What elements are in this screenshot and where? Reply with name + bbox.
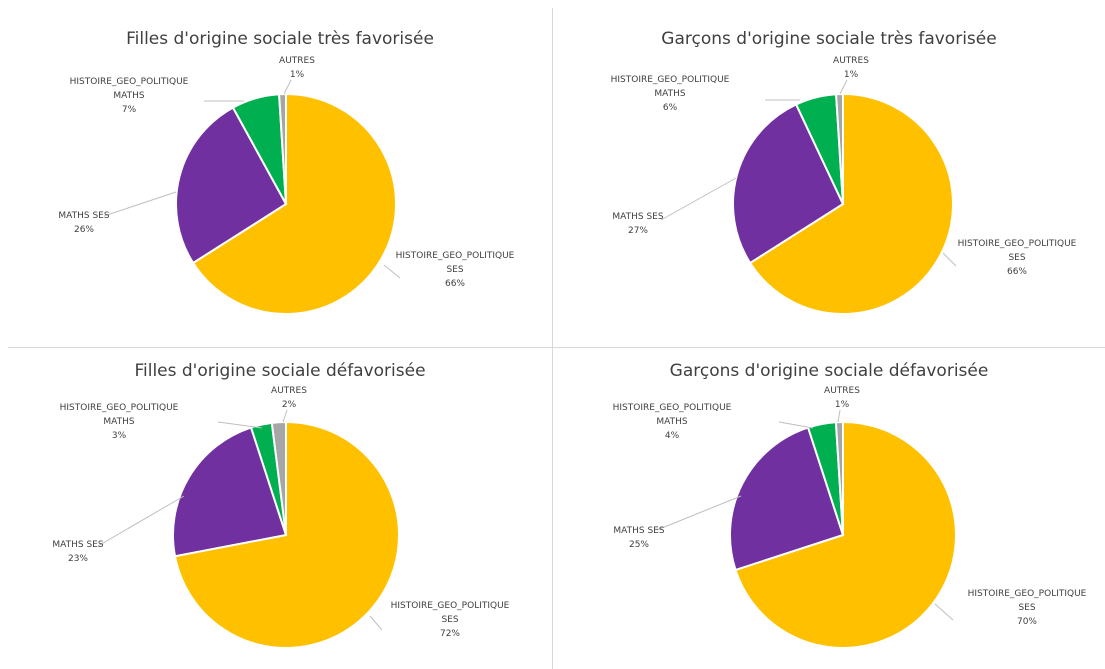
data-label-value-histoire-geo-ses: 66% [445,279,465,289]
data-label-category-maths-ses: MATHS SES [613,526,664,536]
data-label-category-maths-ses: MATHS SES [58,211,109,221]
data-label-value-autres: 1% [290,70,305,80]
leader-line-maths-ses [656,495,742,531]
data-label-category-autres: AUTRES [824,386,860,396]
leader-line-histoire-geo-ses [942,252,957,267]
pie-slice-histoire-geo-ses [748,92,954,315]
chart-title: Filles d'origine sociale défavorisée [134,361,425,381]
data-label-category-histoire-geo-ses: HISTOIRE_GEO_POLITIQUE [958,239,1077,249]
pie-chart-garcons-tres-favorisee: Garçons d'origine sociale très favorisée… [611,29,1077,315]
horizontal-divider [8,347,1105,348]
chart-title: Garçons d'origine sociale défavorisée [670,361,989,381]
leader-line-histoire-geo-ses [369,615,383,631]
pie-slice-autres [278,92,287,205]
data-label-category-histoire-geo-ses: SES [1018,603,1035,613]
pie-chart-garcons-defavorisee: Garçons d'origine sociale défavorisée HIS… [613,361,1087,649]
data-label-category-autres: AUTRES [833,56,869,66]
pie-slice-maths-ses [732,103,845,265]
pie-panel-garcons-tres-favorisee: Garçons d'origine sociale très favorisée… [553,8,1105,347]
data-label-category-histoire-geo-maths: HISTOIRE_GEO_POLITIQUE [613,403,732,413]
data-label-value-histoire-geo-maths: 3% [112,431,127,441]
pie-chart-filles-defavorisee: Filles d'origine sociale défavorisée HIST… [52,361,510,649]
pie-slice-autres [834,420,844,536]
data-label-category-histoire-geo-ses: SES [1008,253,1025,263]
data-label-category-maths-ses: MATHS SES [612,212,663,222]
leader-line-maths-ses [660,177,737,221]
leader-line-autres [837,409,841,423]
data-label-category-histoire-geo-maths: MATHS [103,417,134,427]
data-label-value-autres: 1% [844,70,859,80]
data-label-category-histoire-geo-maths: MATHS [113,91,144,101]
data-label-category-autres: AUTRES [279,56,315,66]
pie-slice-autres [835,92,844,205]
pie-panel-filles-defavorisee: Filles d'origine sociale défavorisée HIST… [8,348,552,669]
data-label-category-autres: AUTRES [271,386,307,396]
data-label-value-histoire-geo-ses: 66% [1007,267,1027,277]
pie-slice-maths-ses [729,426,845,572]
data-label-value-histoire-geo-maths: 4% [665,431,680,441]
pie-panel-filles-tres-favorisee: Filles d'origine sociale très favorisée H… [8,8,552,347]
pie-slice-autres [270,420,287,536]
leader-line-histoire-geo-ses [934,603,954,621]
data-label-value-maths-ses: 23% [68,554,88,564]
leader-line-autres [282,409,288,423]
data-label-category-histoire-geo-ses: HISTOIRE_GEO_POLITIQUE [396,251,515,261]
data-label-category-histoire-geo-maths: HISTOIRE_GEO_POLITIQUE [611,75,730,85]
data-label-value-maths-ses: 26% [74,225,94,235]
pie-slice-maths-ses [175,106,288,265]
data-label-value-autres: 2% [282,400,297,410]
data-label-value-histoire-geo-ses: 72% [440,629,460,639]
vertical-divider [552,8,553,669]
leader-line-maths-ses [103,191,177,217]
data-label-category-histoire-geo-maths: MATHS [654,89,685,99]
pie-slice-histoire-geo-ses [734,420,957,649]
data-label-category-histoire-geo-maths: MATHS [656,417,687,427]
pie-chart-filles-tres-favorisee: Filles d'origine sociale très favorisée H… [58,29,515,315]
data-label-category-histoire-geo-maths: HISTOIRE_GEO_POLITIQUE [70,77,189,87]
leader-line-autres [283,79,292,95]
data-label-value-histoire-geo-ses: 70% [1017,617,1037,627]
data-label-category-histoire-geo-ses: HISTOIRE_GEO_POLITIQUE [391,601,510,611]
data-label-category-maths-ses: MATHS SES [52,540,103,550]
data-label-value-maths-ses: 27% [628,226,648,236]
data-label-value-autres: 1% [835,400,850,410]
data-label-value-histoire-geo-maths: 7% [122,105,137,115]
data-label-value-maths-ses: 25% [629,540,649,550]
leader-line-histoire-geo-ses [383,264,401,279]
leader-line-autres [839,79,848,95]
leader-line-histoire-geo-maths [217,421,263,429]
leader-line-histoire-geo-maths [778,421,814,429]
data-label-value-histoire-geo-maths: 6% [663,103,678,113]
data-label-category-histoire-geo-ses: SES [446,265,463,275]
chart-title: Filles d'origine sociale très favorisée [126,29,434,49]
pie-slice-histoire-geo-ses [191,92,397,315]
pie-slice-maths-ses [172,426,288,558]
data-label-category-histoire-geo-ses: HISTOIRE_GEO_POLITIQUE [968,589,1087,599]
chart-title: Garçons d'origine sociale très favorisée [661,29,996,49]
data-label-category-histoire-geo-ses: SES [441,615,458,625]
data-label-category-histoire-geo-maths: HISTOIRE_GEO_POLITIQUE [60,403,179,413]
leader-line-maths-ses [97,495,185,547]
pie-panel-garcons-defavorisee: Garçons d'origine sociale défavorisée HIS… [553,348,1105,669]
